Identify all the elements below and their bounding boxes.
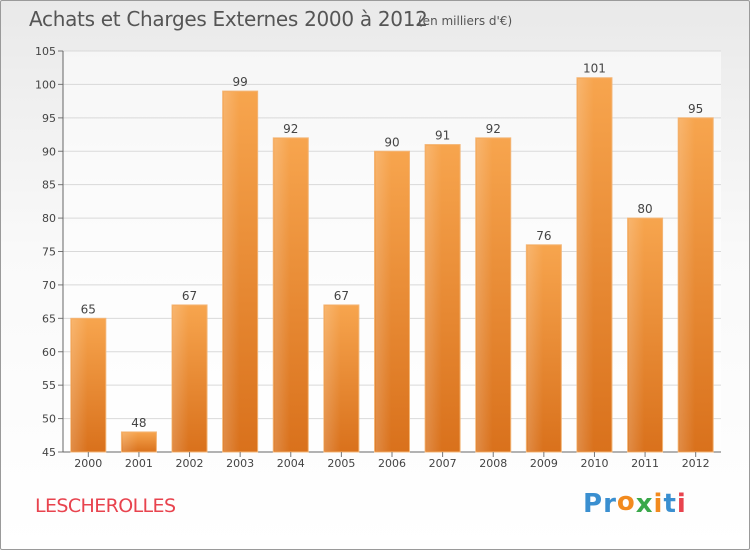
data-label: 90 bbox=[384, 135, 399, 149]
logo-letter: P bbox=[583, 489, 604, 519]
bar-highlight bbox=[476, 138, 493, 451]
bar-highlight bbox=[274, 138, 291, 451]
bar-highlight bbox=[324, 305, 341, 451]
y-tick-label: 100 bbox=[35, 78, 56, 91]
bar-highlight bbox=[426, 145, 442, 452]
logo-letter: t bbox=[663, 489, 677, 519]
y-tick-label: 70 bbox=[42, 279, 56, 292]
y-tick-label: 55 bbox=[42, 379, 56, 392]
data-label: 65 bbox=[81, 302, 96, 316]
y-tick-label: 50 bbox=[42, 413, 56, 426]
bar-highlight bbox=[577, 78, 594, 451]
y-tick-label: 75 bbox=[42, 246, 56, 259]
bar-highlight bbox=[173, 305, 189, 451]
bar-highlight bbox=[679, 118, 695, 451]
data-label: 99 bbox=[233, 75, 248, 89]
bar-highlight bbox=[375, 152, 392, 451]
y-tick-label: 80 bbox=[42, 212, 56, 225]
x-tick-label: 2005 bbox=[327, 457, 355, 470]
data-label: 101 bbox=[583, 62, 606, 76]
bar-highlight bbox=[223, 92, 240, 451]
x-tick-label: 2000 bbox=[74, 457, 102, 470]
logo-letter: x bbox=[635, 489, 654, 519]
x-tick-label: 2003 bbox=[226, 457, 254, 470]
bar-highlight bbox=[628, 219, 645, 451]
bar-highlight bbox=[122, 432, 139, 451]
y-tick-label: 95 bbox=[42, 112, 56, 125]
x-tick-label: 2004 bbox=[277, 457, 305, 470]
data-label: 48 bbox=[131, 416, 146, 430]
place-name: LESCHEROLLES bbox=[35, 495, 176, 517]
chart-subtitle: (en milliers d'€) bbox=[418, 14, 513, 28]
x-tick-label: 2008 bbox=[479, 457, 507, 470]
proxiti-logo: Proxiti bbox=[583, 487, 687, 519]
x-tick-label: 2010 bbox=[580, 457, 608, 470]
y-tick-label: 90 bbox=[42, 145, 56, 158]
logo-letter: i bbox=[676, 489, 687, 519]
x-tick-label: 2006 bbox=[378, 457, 406, 470]
data-label: 92 bbox=[486, 122, 501, 136]
data-label: 92 bbox=[283, 122, 298, 136]
x-tick-label: 2011 bbox=[631, 457, 659, 470]
chart-title: Achats et Charges Externes 2000 à 2012 bbox=[29, 7, 428, 31]
data-label: 67 bbox=[334, 289, 349, 303]
logo-letter: o bbox=[616, 487, 636, 517]
data-label: 80 bbox=[637, 202, 652, 216]
data-label: 95 bbox=[688, 102, 703, 116]
data-label: 91 bbox=[435, 129, 450, 143]
bar-highlight bbox=[71, 319, 88, 451]
y-tick-label: 65 bbox=[42, 312, 56, 325]
x-tick-label: 2002 bbox=[176, 457, 204, 470]
x-tick-label: 2009 bbox=[530, 457, 558, 470]
x-tick-label: 2001 bbox=[125, 457, 153, 470]
data-label: 76 bbox=[536, 229, 551, 243]
logo-letter: r bbox=[603, 489, 617, 519]
data-label: 67 bbox=[182, 289, 197, 303]
x-tick-label: 2007 bbox=[429, 457, 457, 470]
logo-letter: i bbox=[653, 489, 664, 519]
bar-highlight bbox=[527, 245, 544, 451]
y-tick-label: 85 bbox=[42, 179, 56, 192]
y-tick-label: 105 bbox=[35, 45, 56, 58]
x-tick-label: 2012 bbox=[682, 457, 710, 470]
y-tick-label: 45 bbox=[42, 446, 56, 459]
y-tick-label: 60 bbox=[42, 346, 56, 359]
